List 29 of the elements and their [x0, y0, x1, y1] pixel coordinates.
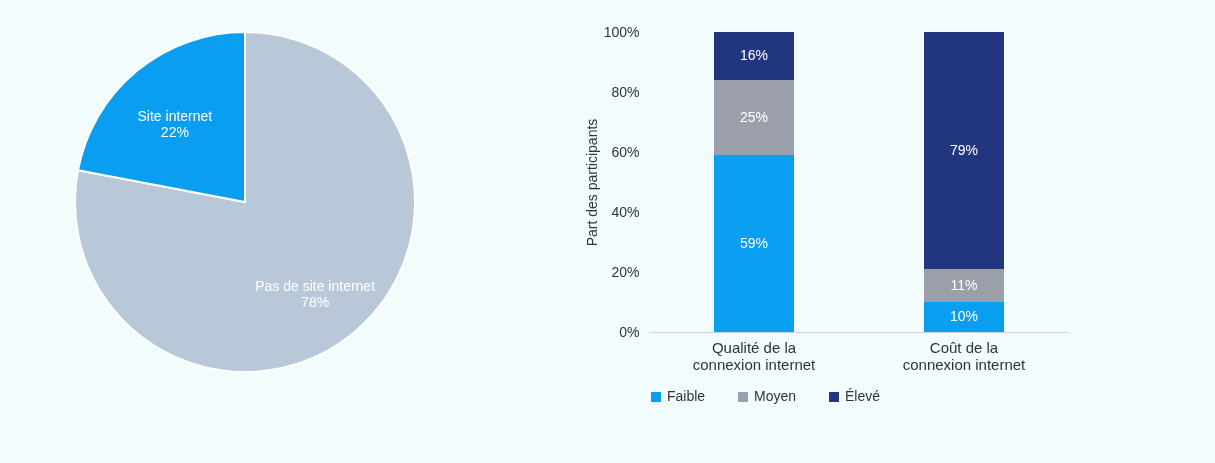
- y-tick-label: 80%: [611, 83, 640, 100]
- x-tick-label: Coût de la connexion internet: [902, 338, 1027, 373]
- data-label: 16%: [739, 47, 769, 63]
- data-label: 11%: [950, 276, 978, 293]
- data-label: 59%: [739, 234, 769, 251]
- bar: [714, 80, 794, 155]
- data-label: 25%: [739, 108, 769, 125]
- bar: [924, 269, 1004, 302]
- bar: [924, 302, 1004, 332]
- x-tick-label: Qualité de la connexion internet: [692, 338, 817, 373]
- data-label: 10%: [949, 308, 979, 324]
- slice-label: Pas de site internet: [255, 277, 376, 294]
- y-tick-label: 40%: [611, 203, 640, 220]
- y-tick-label: 100%: [603, 23, 640, 40]
- y-tick-label: 0%: [619, 323, 640, 340]
- data-label: 78%: [301, 293, 330, 310]
- y-axis-title: Part des participants: [583, 118, 600, 247]
- legend-label: Élevé: [845, 388, 881, 404]
- pie-slice: [74, 31, 416, 373]
- y-tick-label: 20%: [611, 263, 640, 280]
- data-label: 79%: [949, 141, 979, 158]
- y-tick-label: 60%: [611, 143, 640, 160]
- bar: [714, 32, 794, 80]
- bar: [714, 155, 794, 332]
- legend-label: Faible: [667, 388, 706, 404]
- legend-label: Moyen: [754, 388, 797, 404]
- data-label: 22%: [160, 124, 189, 141]
- bar: [924, 32, 1004, 269]
- slice-label: Site internet: [137, 108, 213, 125]
